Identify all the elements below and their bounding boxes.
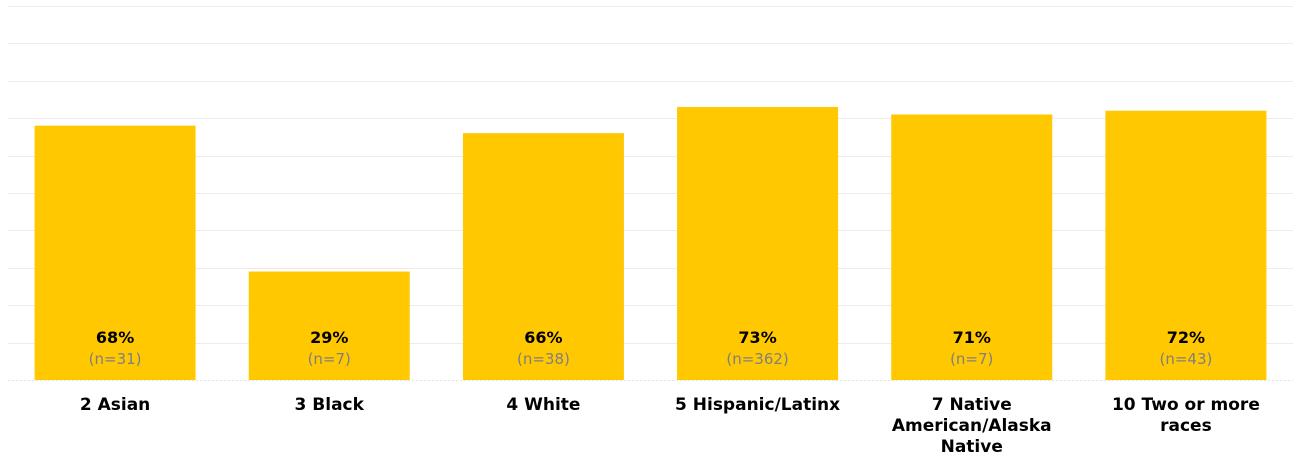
bar-value-label: 72% (1167, 328, 1205, 347)
category-labels: 2 Asian 3 Black 4 White 5 Hispanic/Latinx 7 … (80, 395, 1260, 457)
bar-value-label: 29% (310, 328, 348, 347)
x-tick-label: 10 Two or more (1112, 395, 1260, 415)
x-tick-label: Native (941, 437, 1003, 457)
bar-value-label: 68% (96, 328, 134, 347)
x-tick-label: 4 White (506, 395, 580, 415)
bar (891, 114, 1053, 381)
x-tick-label: races (1160, 416, 1212, 436)
bar (677, 106, 839, 380)
bar-n-label: (n=31) (89, 350, 142, 368)
bar-n-label: (n=43) (1159, 350, 1212, 368)
x-tick-label: 3 Black (295, 395, 365, 415)
x-tick-label: 7 Native (932, 395, 1012, 415)
bar-value-label: 66% (524, 328, 562, 347)
bar-n-label: (n=362) (726, 350, 788, 368)
bars: 68% (n=31) 29% (n=7) 66% (n=38) 73% (n=362) 71% (… (34, 106, 1267, 381)
x-tick-label: 2 Asian (80, 395, 150, 415)
bar-n-label: (n=7) (950, 350, 993, 368)
bar-value-label: 73% (738, 328, 776, 347)
bar (248, 271, 410, 380)
bar-value-label: 71% (953, 328, 991, 347)
bar-n-label: (n=7) (308, 350, 351, 368)
bar (1105, 110, 1267, 380)
gridlines (8, 6, 1293, 381)
bar-n-label: (n=38) (517, 350, 570, 368)
bar (34, 125, 196, 381)
x-tick-label: American/Alaska (892, 416, 1052, 436)
x-tick-label: 5 Hispanic/Latinx (675, 395, 840, 415)
bar (462, 133, 624, 380)
